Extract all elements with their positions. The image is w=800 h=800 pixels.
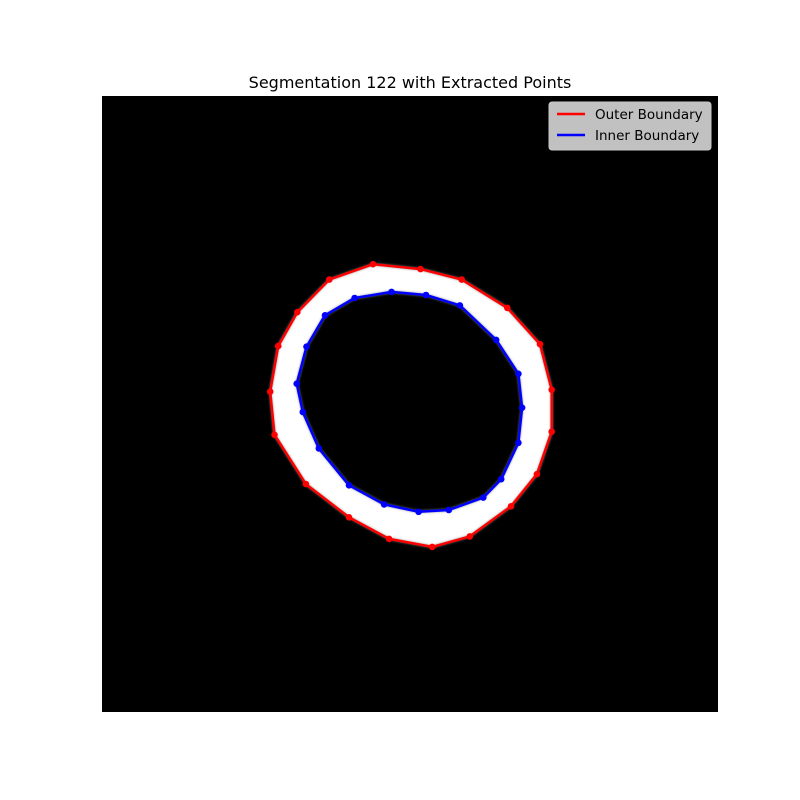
outer-boundary-point-14 (271, 431, 278, 439)
inner-boundary-point-4 (515, 370, 522, 378)
inner-boundary-point-16 (303, 343, 310, 351)
outer-boundary-line (268, 262, 553, 549)
inner-boundary-point-8 (480, 494, 487, 501)
inner-boundary-point-2 (456, 302, 464, 309)
inner-boundary-point-15 (293, 380, 301, 388)
inner-boundary-point-5 (518, 404, 526, 412)
outer-boundary-point-15 (266, 388, 274, 396)
outer-boundary-point-17 (294, 308, 301, 316)
chart-title: Segmentation 122 with Extracted Points (249, 73, 572, 92)
inner-boundary-point-7 (497, 475, 505, 483)
inner-boundary-point-18 (351, 294, 358, 302)
outer-boundary-point-7 (533, 470, 541, 478)
outer-boundary-point-18 (326, 276, 333, 283)
legend-label-outer-boundary: Outer Boundary (595, 107, 703, 123)
outer-boundary-point-0 (369, 260, 377, 268)
outer-boundary-point-2 (458, 276, 466, 283)
inner-boundary-point-1 (422, 291, 430, 299)
inner-boundary-point-6 (515, 439, 522, 447)
inner-boundary-point-10 (415, 508, 422, 516)
outer-boundary-point-6 (548, 428, 555, 436)
legend-label-inner-boundary: Inner Boundary (595, 128, 699, 144)
inner-boundary-point-11 (380, 501, 388, 508)
inner-boundary-point-13 (315, 445, 323, 452)
outer-boundary-point-4 (536, 340, 544, 348)
inner-boundary-point-12 (345, 482, 353, 489)
inner-boundary-point-14 (299, 408, 307, 416)
outer-boundary-point-10 (428, 543, 436, 551)
outer-boundary-point-9 (466, 533, 474, 540)
outer-boundary-point-13 (302, 480, 310, 488)
outer-boundary-point-11 (385, 535, 393, 543)
outer-boundary-point-1 (417, 265, 424, 273)
legend: Outer Boundary Inner Boundary (548, 101, 712, 151)
inner-boundary-line (295, 290, 524, 514)
outer-boundary-point-5 (548, 386, 555, 394)
inner-boundary-point-0 (388, 288, 395, 296)
inner-boundary-point-9 (445, 506, 453, 514)
plot-area (102, 96, 718, 712)
outer-boundary-point-3 (504, 304, 511, 312)
outer-boundary-point-16 (274, 342, 282, 350)
outer-boundary-point-8 (507, 503, 515, 510)
segmentation-background (102, 96, 718, 712)
series-layer (266, 260, 555, 551)
outer-boundary-point-12 (345, 514, 353, 521)
inner-boundary-point-17 (321, 312, 329, 319)
inner-boundary-point-3 (492, 336, 500, 344)
legend-box (548, 101, 712, 151)
